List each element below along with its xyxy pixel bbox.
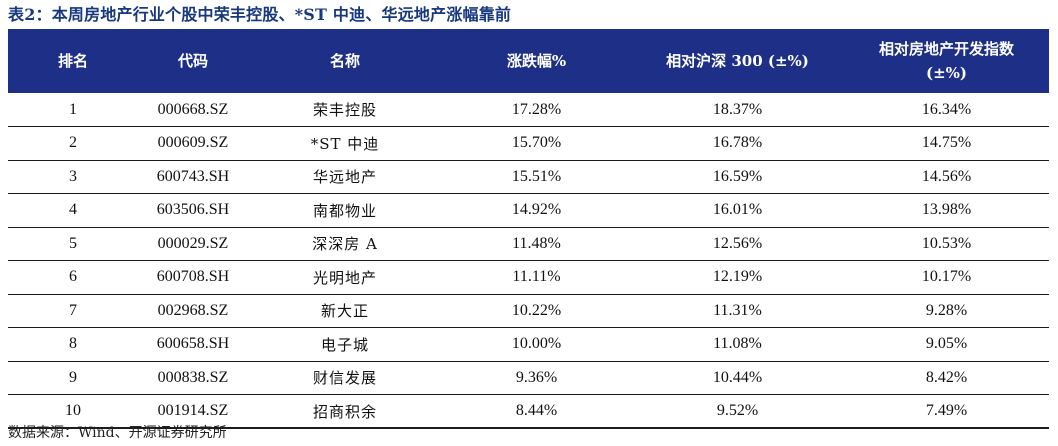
- cell-change: 10.00%: [511, 335, 562, 353]
- cell-code: 600743.SH: [156, 167, 230, 185]
- cell-change: 15.70%: [511, 134, 562, 152]
- cell-code: 001914.SZ: [157, 402, 229, 419]
- cell-relative-csi300: 9.52%: [716, 402, 759, 419]
- cell-relative-csi300: 18.37%: [712, 100, 763, 118]
- cell-relative-index: 13.98%: [921, 201, 972, 219]
- cell-relative-index: 9.28%: [925, 301, 968, 319]
- header-relative-index-line2: (±%): [925, 64, 967, 82]
- table-row: 6 600708.SH 光明地产 11.11% 12.19% 10.17%: [8, 261, 1049, 294]
- header-rank: 排名: [57, 52, 88, 70]
- cell-relative-csi300: 12.56%: [712, 234, 763, 252]
- cell-rank: 9: [69, 368, 77, 386]
- cell-relative-csi300: 11.08%: [713, 335, 762, 353]
- cell-change: 14.92%: [511, 201, 562, 219]
- cell-rank: 10: [65, 402, 81, 419]
- table-title: 表2：本周房地产行业个股中荣丰控股、*ST 中迪、华远地产涨幅靠前: [8, 5, 512, 24]
- cell-relative-index: 14.75%: [921, 134, 972, 152]
- data-source-note: 数据来源：Wind、开源证券研究所: [8, 425, 227, 441]
- cell-rank: 2: [69, 134, 77, 152]
- table-header-row: 排名 代码 名称 涨跌幅% 相对沪深 300 (±%) 相对房地产开发指数 (±…: [8, 29, 1049, 93]
- cell-code: 000838.SZ: [157, 368, 229, 386]
- cell-name: 南都物业: [312, 201, 377, 220]
- cell-relative-csi300: 12.19%: [712, 268, 763, 286]
- cell-change: 15.51%: [511, 167, 562, 185]
- table-row: 7 002968.SZ 新大正 10.22% 11.31% 9.28%: [8, 294, 1049, 328]
- cell-relative-csi300: 16.59%: [712, 167, 763, 185]
- stock-performance-table: 排名 代码 名称 涨跌幅% 相对沪深 300 (±%) 相对房地产开发指数 (±…: [8, 29, 1049, 429]
- cell-code: 000668.SZ: [157, 100, 229, 118]
- cell-relative-index: 16.34%: [921, 100, 972, 118]
- cell-relative-index: 8.42%: [925, 368, 968, 386]
- cell-rank: 7: [69, 301, 77, 319]
- cell-relative-index: 10.17%: [921, 268, 972, 286]
- cell-relative-csi300: 11.31%: [713, 301, 762, 319]
- cell-change: 10.22%: [511, 301, 562, 319]
- table-row: 2 000609.SZ *ST 中迪 15.70% 16.78% 14.75%: [8, 127, 1049, 160]
- cell-code: 000029.SZ: [157, 234, 229, 252]
- cell-code: 600708.SH: [156, 268, 230, 286]
- cell-relative-csi300: 16.01%: [712, 201, 763, 219]
- cell-change: 17.28%: [511, 100, 562, 118]
- cell-name: 财信发展: [312, 369, 377, 388]
- cell-change: 9.36%: [515, 368, 558, 386]
- table-row: 9 000838.SZ 财信发展 9.36% 10.44% 8.42%: [8, 361, 1049, 395]
- header-relative-index-line1: 相对房地产开发指数: [878, 40, 1014, 58]
- cell-rank: 4: [69, 201, 77, 219]
- cell-rank: 1: [69, 100, 77, 118]
- table-row: 3 600743.SH 华远地产 15.51% 16.59% 14.56%: [8, 160, 1049, 194]
- cell-name: 招商积余: [312, 402, 377, 421]
- cell-name: 光明地产: [312, 268, 377, 287]
- table-body: 1 000668.SZ 荣丰控股 17.28% 18.37% 16.34% 2 000609.…: [8, 93, 1049, 428]
- cell-rank: 6: [69, 268, 77, 286]
- header-name: 名称: [329, 52, 360, 70]
- cell-code: 600658.SH: [156, 335, 230, 353]
- table-row: 8 600658.SH 电子城 10.00% 11.08% 9.05%: [8, 328, 1049, 361]
- cell-change: 11.48%: [512, 234, 561, 252]
- cell-code: 603506.SH: [156, 201, 230, 219]
- table-row: 10 001914.SZ 招商积余 8.44% 9.52% 7.49%: [8, 395, 1049, 428]
- header-relative-csi300: 相对沪深 300 (±%): [666, 52, 809, 70]
- table-row: 1 000668.SZ 荣丰控股 17.28% 18.37% 16.34%: [8, 93, 1049, 127]
- cell-name: 华远地产: [312, 168, 377, 187]
- cell-relative-index: 14.56%: [921, 167, 972, 185]
- cell-name: 深深房 A: [312, 235, 378, 254]
- cell-name: *ST 中迪: [310, 134, 380, 153]
- header-relative-index: 相对房地产开发指数 (±%): [844, 29, 1049, 93]
- header-change: 涨跌幅%: [506, 52, 567, 70]
- cell-rank: 5: [69, 234, 77, 252]
- header-code: 代码: [177, 52, 208, 70]
- cell-change: 8.44%: [515, 402, 558, 419]
- cell-relative-csi300: 10.44%: [712, 368, 763, 386]
- cell-name: 新大正: [320, 302, 369, 321]
- cell-rank: 8: [69, 335, 77, 353]
- cell-change: 11.11%: [512, 268, 561, 286]
- cell-rank: 3: [69, 167, 77, 185]
- table-row: 5 000029.SZ 深深房 A 11.48% 12.56% 10.53%: [8, 227, 1049, 261]
- cell-name: 电子城: [320, 335, 369, 354]
- cell-relative-index: 7.49%: [925, 402, 968, 419]
- cell-code: 000609.SZ: [157, 134, 229, 152]
- cell-name: 荣丰控股: [312, 101, 377, 119]
- cell-relative-index: 10.53%: [921, 234, 972, 252]
- cell-code: 002968.SZ: [157, 301, 229, 319]
- cell-relative-csi300: 16.78%: [712, 134, 763, 152]
- cell-relative-index: 9.05%: [925, 335, 968, 353]
- table-row: 4 603506.SH 南都物业 14.92% 16.01% 13.98%: [8, 194, 1049, 227]
